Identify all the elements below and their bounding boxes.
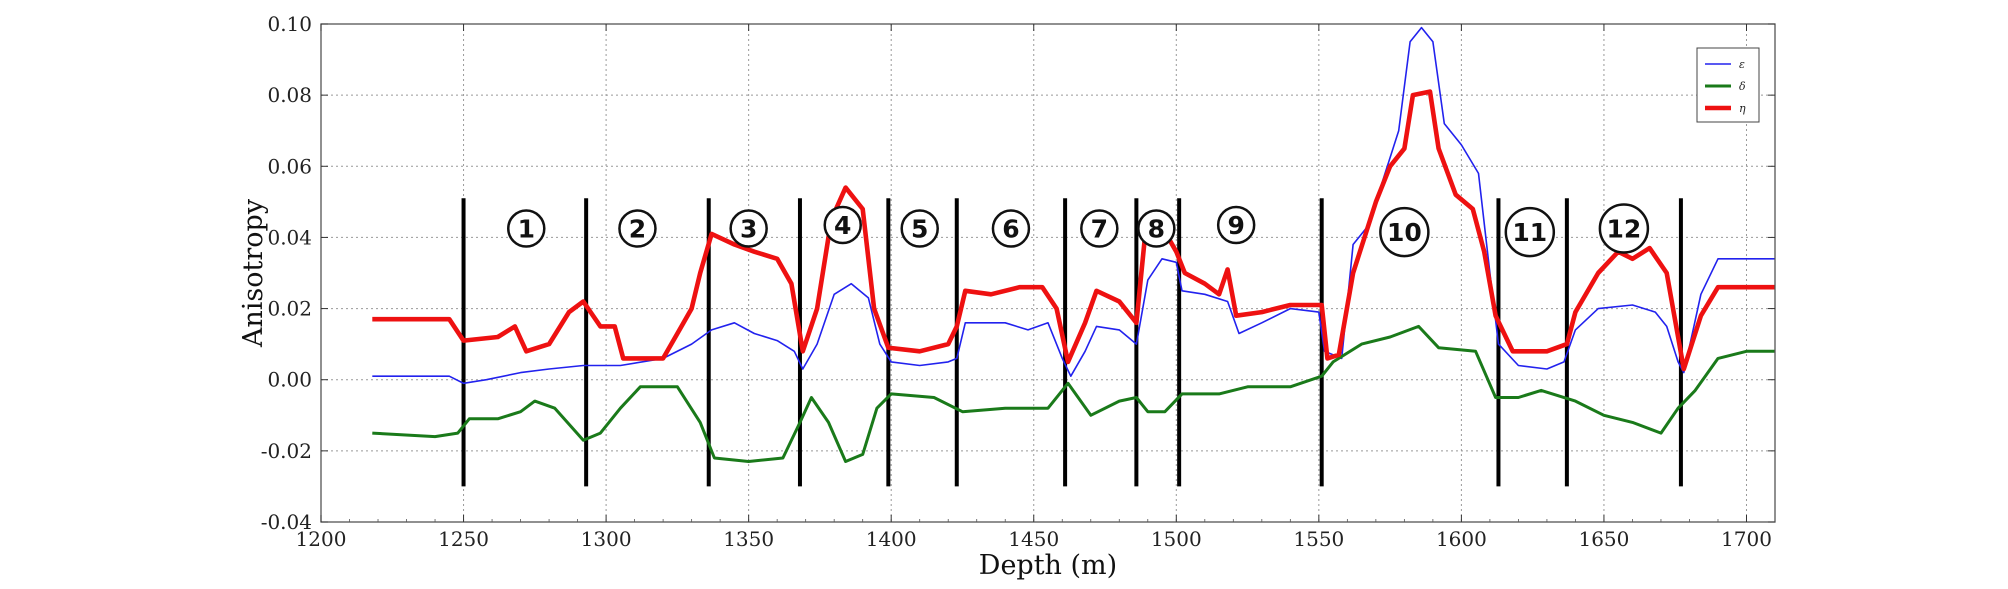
zone-label-text: 4 — [834, 211, 851, 240]
plot-frame — [320, 23, 1776, 523]
zone-label-text: 8 — [1148, 215, 1165, 244]
zone-label-circle — [1504, 206, 1556, 258]
zone-label-text: 5 — [911, 215, 928, 244]
legend: εδη — [1696, 47, 1760, 123]
legend-items: εδη — [1705, 58, 1746, 115]
y-tick-label: 0.10 — [267, 12, 312, 36]
grid — [320, 23, 1775, 523]
legend-label: δ — [1739, 80, 1746, 93]
zone-label-circle — [729, 209, 768, 248]
zone-label-circle — [618, 209, 657, 248]
zone-label-circle — [1137, 209, 1176, 248]
x-tick-label: 1700 — [1721, 527, 1772, 551]
x-tick-label: 1450 — [1008, 527, 1059, 551]
x-tick-label: 1300 — [581, 527, 632, 551]
zone-label-text: 6 — [1002, 215, 1019, 244]
zone-label-text: 1 — [518, 215, 535, 244]
y-tick-label: -0.04 — [261, 510, 312, 534]
y-tick-label: 0.06 — [267, 154, 312, 178]
series-line-2 — [372, 324, 1775, 463]
x-tick-label: 1500 — [1151, 527, 1202, 551]
x-tick-label: 1200 — [296, 527, 347, 551]
zone-label-circle — [507, 209, 546, 248]
y-tick-label: 0.00 — [267, 368, 312, 392]
zone-label-circle — [823, 205, 862, 245]
y-tick-label: 0.04 — [267, 225, 312, 249]
y-tick-label: 0.02 — [267, 297, 312, 321]
legend-label: η — [1739, 102, 1746, 115]
x-tick-label: 1550 — [1293, 527, 1344, 551]
y-tick-label: 0.08 — [267, 83, 312, 107]
x-tick-label: 1600 — [1436, 527, 1487, 551]
zone-label-circle — [900, 209, 939, 248]
zone-label-circle — [991, 209, 1031, 248]
x-tick-label: 1350 — [723, 527, 774, 551]
axis-ticks: 1200 1250 1300 1350 1400 1450 1500 1550 1600 1650… — [261, 12, 1776, 551]
x-tick-label: 1400 — [866, 527, 917, 551]
zone-label-text: 11 — [1512, 218, 1547, 247]
zone-label-text: 7 — [1091, 215, 1108, 244]
zone-label-circle — [1379, 206, 1430, 258]
series-line-3 — [372, 89, 1775, 372]
y-tick-label: -0.02 — [261, 439, 312, 463]
x-tick-label: 1650 — [1578, 527, 1629, 551]
zone-label-text: 3 — [740, 215, 757, 244]
zone-label-text: 10 — [1387, 218, 1422, 247]
zone-label-circle — [1080, 209, 1119, 248]
series-lines — [372, 26, 1775, 463]
zone-label-circle — [1216, 205, 1256, 245]
zone-label-circle — [1598, 203, 1650, 254]
y-axis-title: Anisotropy — [238, 198, 269, 348]
zone-label-text: 9 — [1227, 211, 1244, 240]
legend-label: ε — [1739, 58, 1745, 71]
x-axis-title: Depth (m) — [979, 550, 1117, 581]
zone-label-text: 12 — [1606, 215, 1641, 244]
series-line-1 — [372, 26, 1775, 385]
x-tick-label: 1250 — [438, 527, 489, 551]
zone-label-text: 2 — [629, 215, 646, 244]
zone-labels: 1 2 3 4 5 6 7 8 9 10 11 12 — [507, 203, 1650, 258]
